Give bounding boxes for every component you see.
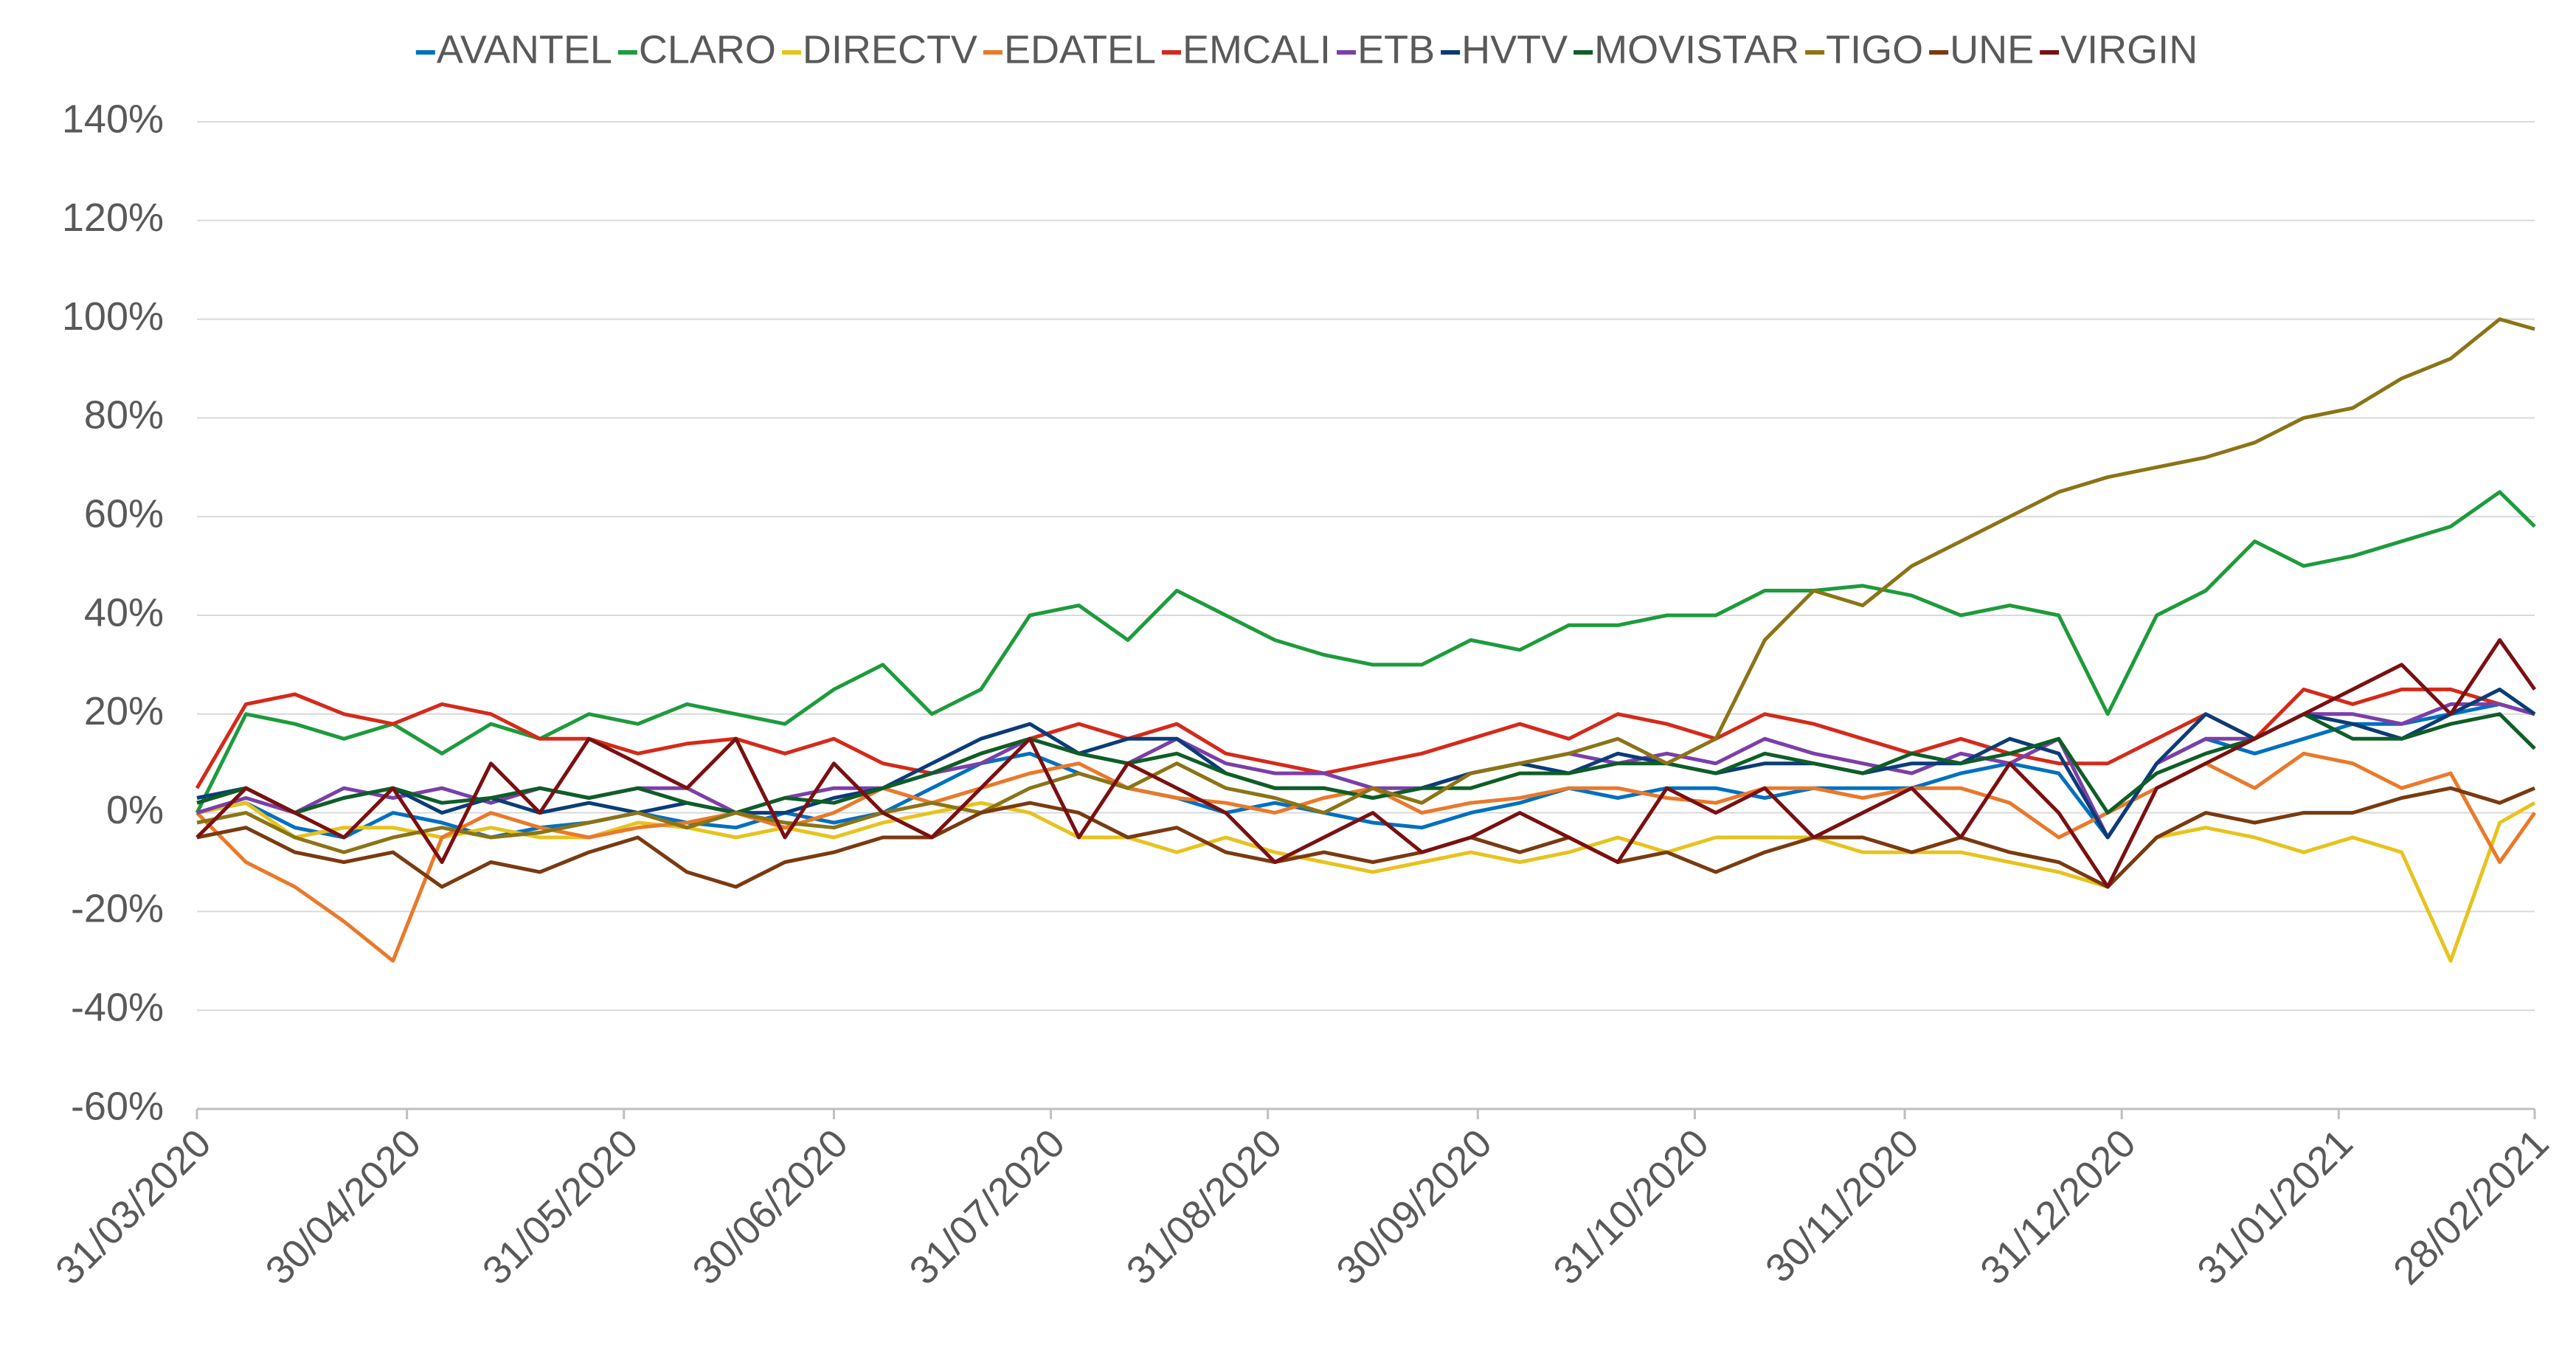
y-tick-label: -20% <box>71 887 164 931</box>
x-tick-label: 31/08/2020 <box>1118 1121 1291 1293</box>
legend-label: TIGO <box>1826 27 1923 72</box>
legend-label: HVTV <box>1461 27 1568 72</box>
x-tick-label: 31/12/2020 <box>1972 1121 2144 1293</box>
legend-label: AVANTEL <box>437 27 612 72</box>
y-tick-label: -40% <box>71 985 164 1029</box>
y-tick-label: 60% <box>84 491 164 536</box>
x-tick-label: 30/11/2020 <box>1757 1121 1928 1291</box>
legend-label: EDATEL <box>1004 27 1156 72</box>
x-tick-label: 31/01/2021 <box>2189 1121 2361 1293</box>
series-line <box>196 317 2535 854</box>
x-tick-label: 30/04/2020 <box>257 1121 430 1293</box>
x-tick-label: 30/09/2020 <box>1328 1121 1500 1293</box>
x-tick-label: 31/05/2020 <box>474 1121 647 1293</box>
series-line <box>196 712 2536 815</box>
x-tick-label: 28/02/2021 <box>2385 1121 2558 1293</box>
legend: AVANTEL CLARO DIRECTV EDATEL EMCALI ETB HVTV MO… <box>415 27 2198 72</box>
x-tick-label: 31/07/2020 <box>901 1121 1074 1293</box>
legend-label: EMCALI <box>1183 27 1331 72</box>
series-line <box>195 490 2536 814</box>
legend-label: MOVISTAR <box>1594 27 1799 72</box>
y-tick-label: 120% <box>62 196 164 240</box>
y-tick-label: 40% <box>84 590 164 635</box>
legend-label: VIRGIN <box>2060 27 2198 72</box>
x-tick-label: 31/10/2020 <box>1545 1121 1717 1293</box>
series-line <box>195 638 2537 889</box>
y-tick-label: 100% <box>62 294 164 339</box>
x-tick-label: 31/03/2020 <box>47 1121 220 1293</box>
legend-label: ETB <box>1357 27 1435 72</box>
series-line <box>196 786 2535 889</box>
legend-label: CLARO <box>639 27 776 72</box>
legend-label: UNE <box>1950 27 2034 72</box>
y-tick-label: 20% <box>84 689 164 733</box>
y-tick-label: 80% <box>84 393 164 438</box>
x-tick-label: 30/06/2020 <box>684 1121 856 1293</box>
y-tick-label: -60% <box>71 1084 164 1128</box>
y-tick-label: 0% <box>106 788 164 832</box>
legend-label: DIRECTV <box>803 27 977 72</box>
y-tick-label: 140% <box>62 97 164 141</box>
